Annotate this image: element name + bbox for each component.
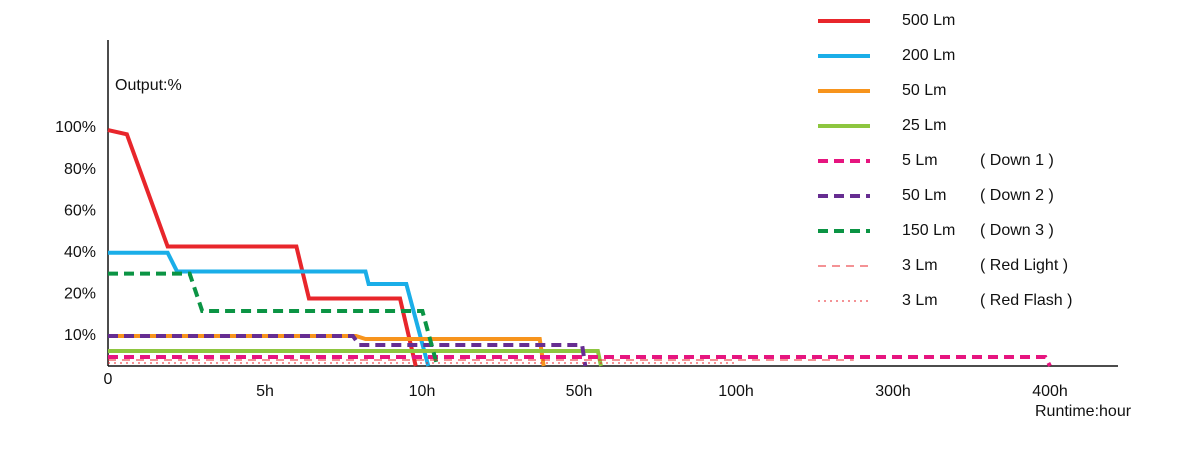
y-tick-label: 100%	[55, 119, 96, 136]
legend-note: ( Red Light )	[980, 257, 1068, 274]
legend-note: ( Down 2 )	[980, 187, 1054, 204]
series-line	[107, 128, 418, 367]
legend-label: 25 Lm	[902, 117, 946, 134]
legend-label: 3 Lm	[902, 257, 938, 274]
x-tick-label: 300h	[875, 383, 911, 400]
y-tick-label: 80%	[64, 161, 96, 178]
y-tick-label: 40%	[64, 244, 96, 261]
x-tick-label: 0	[104, 371, 113, 388]
series-line	[108, 355, 1052, 367]
x-tick-label: 10h	[409, 383, 436, 400]
series-line	[108, 250, 431, 367]
y-tick-label: 20%	[64, 286, 96, 303]
y-tick-label: 60%	[64, 202, 96, 219]
y-axis-label: Output:%	[115, 77, 182, 94]
legend-label: 50 Lm	[902, 187, 946, 204]
legend-label: 200 Lm	[902, 47, 955, 64]
x-axis-label: Runtime:hour	[1035, 403, 1132, 420]
series-line	[108, 349, 603, 367]
series-line	[108, 271, 440, 367]
legend-note: ( Down 1 )	[980, 152, 1054, 169]
legend-label: 150 Lm	[902, 222, 955, 239]
x-tick-label: 100h	[718, 383, 754, 400]
legend-note: ( Red Flash )	[980, 292, 1072, 309]
series-line	[108, 334, 588, 367]
legend-label: 5 Lm	[902, 152, 938, 169]
x-tick-label: 400h	[1032, 383, 1068, 400]
legend-label: 500 Lm	[902, 12, 955, 29]
x-tick-label: 50h	[566, 383, 593, 400]
legend-label: 50 Lm	[902, 82, 946, 99]
x-tick-label: 5h	[256, 383, 274, 400]
legend-label: 3 Lm	[902, 292, 938, 309]
y-tick-label: 10%	[64, 327, 96, 344]
legend-note: ( Down 3 )	[980, 222, 1054, 239]
